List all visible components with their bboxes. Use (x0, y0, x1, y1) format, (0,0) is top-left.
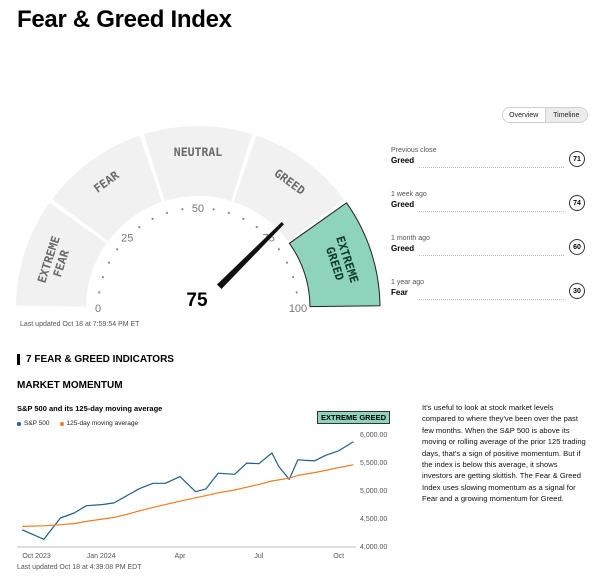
history-label: 1 year ago (391, 279, 425, 286)
gauge-dot (181, 208, 184, 211)
indicators-section-heading: 7 FEAR & GREED INDICATORS (17, 354, 174, 365)
gauge-dot (151, 217, 154, 220)
timeline-tab[interactable]: Timeline (545, 108, 587, 122)
gauge-dot (138, 225, 141, 229)
gauge-needle (216, 222, 284, 290)
y-tick-label: 4,500.00 (360, 516, 387, 523)
history-label: 1 month ago (391, 235, 430, 242)
dotted-divider (419, 299, 564, 300)
history-1-week: 1 week ago Greed 74 (391, 191, 586, 221)
chart-last-updated: Last updated Oct 18 at 4:39:08 PM EDT (17, 564, 142, 571)
view-toggle[interactable]: Overview Timeline (502, 107, 588, 123)
gauge-dot (107, 261, 110, 264)
legend-dot (59, 421, 64, 426)
gauge-dot (98, 291, 101, 294)
gauge-segment-fear (52, 135, 163, 242)
legend-sp500: S&P 500 (17, 420, 50, 427)
gauge-tick-label: 50 (192, 203, 204, 215)
history-label: Previous close (391, 147, 437, 154)
section-title: 7 FEAR & GREED INDICATORS (26, 354, 174, 365)
gauge-segment-greed (233, 135, 344, 242)
gauge-dot (101, 275, 104, 279)
legend-moving-average: 125-day moving average (59, 420, 139, 427)
history-value-badge: 30 (569, 283, 585, 299)
gauge-value: 75 (186, 290, 208, 311)
indicator-rating-badge: EXTREME GREED (317, 411, 391, 424)
y-tick-label: 6,000.00 (360, 432, 387, 439)
gauge-last-updated: Last updated Oct 18 at 7:59:54 PM ET (20, 321, 140, 328)
gauge-dot (277, 248, 281, 251)
x-tick-label: Oct (333, 553, 344, 560)
gauge-center (160, 270, 236, 340)
gauge-dot (286, 261, 289, 264)
history-rating: Greed (391, 200, 415, 209)
gauge-dot (255, 225, 258, 229)
indicator-description: It's useful to look at stock market leve… (422, 403, 586, 504)
x-tick-label: Jan 2024 (87, 553, 116, 560)
history-label: 1 week ago (391, 191, 427, 198)
x-tick-label: Oct 2023 (22, 553, 51, 560)
dotted-divider (419, 211, 564, 212)
gauge-dot (295, 291, 298, 294)
history-rating: Greed (391, 156, 415, 165)
gauge-segment-neutral (143, 126, 253, 202)
gauge-tick-label: 25 (121, 232, 133, 244)
page-title: Fear & Greed Index (17, 6, 232, 33)
history-rating: Fear (391, 288, 408, 297)
history-1-month: 1 month ago Greed 60 (391, 235, 586, 265)
legend-dot (17, 421, 21, 426)
gauge-label-neutral: NEUTRAL (174, 145, 223, 159)
x-tick-label: Jul (254, 553, 263, 560)
section-marker (17, 354, 20, 365)
gauge-dot (212, 208, 215, 211)
history-value-badge: 71 (569, 151, 585, 167)
gauge-tick-label: 0 (95, 303, 101, 315)
gauge-segments (16, 126, 381, 340)
overview-tab[interactable]: Overview (503, 108, 546, 122)
gauge-dot (165, 211, 169, 214)
history-value-badge: 60 (569, 239, 585, 255)
history-1-year: 1 year ago Fear 30 (391, 279, 586, 309)
legend-label: S&P 500 (24, 420, 50, 427)
history-value-badge: 74 (569, 195, 585, 211)
series-line-125-day-moving-average (22, 464, 354, 527)
gauge-tick-label: 100 (289, 303, 307, 315)
series-line-sandp-500 (21, 441, 354, 540)
gauge-dot (227, 211, 231, 214)
y-tick-label: 5,500.00 (360, 460, 387, 467)
legend-label: 125-day moving average (66, 420, 139, 427)
y-tick-label: 4,000.00 (360, 544, 387, 551)
momentum-chart: 6,000.00 5,500.00 5,000.00 4,500.00 4,000.00… (17, 432, 387, 560)
chart-title: S&P 500 and its 125-day moving average (17, 404, 163, 413)
gauge-needle-pointer (216, 222, 284, 290)
gauge-dot (115, 248, 119, 251)
y-tick-label: 5,000.00 (360, 488, 387, 495)
history-previous-close: Previous close Greed 71 (391, 147, 586, 177)
gauge-segment-extreme-fear (16, 202, 107, 307)
gauge-dot (242, 217, 245, 220)
x-tick-label: Apr (175, 553, 187, 560)
indicator-name: MARKET MOMENTUM (17, 380, 123, 391)
gauge-dot (292, 275, 295, 279)
dotted-divider (419, 167, 564, 168)
fear-greed-gauge: EXTREMEFEARFEARNEUTRALGREEDEXTREMEGREED … (16, 126, 381, 340)
gauge-segment-extreme-greed (288, 202, 381, 308)
chart-legend: S&P 500 125-day moving average (17, 420, 138, 427)
history-rating: Greed (391, 244, 415, 253)
gauge-dots (98, 208, 298, 294)
dotted-divider (419, 255, 564, 256)
